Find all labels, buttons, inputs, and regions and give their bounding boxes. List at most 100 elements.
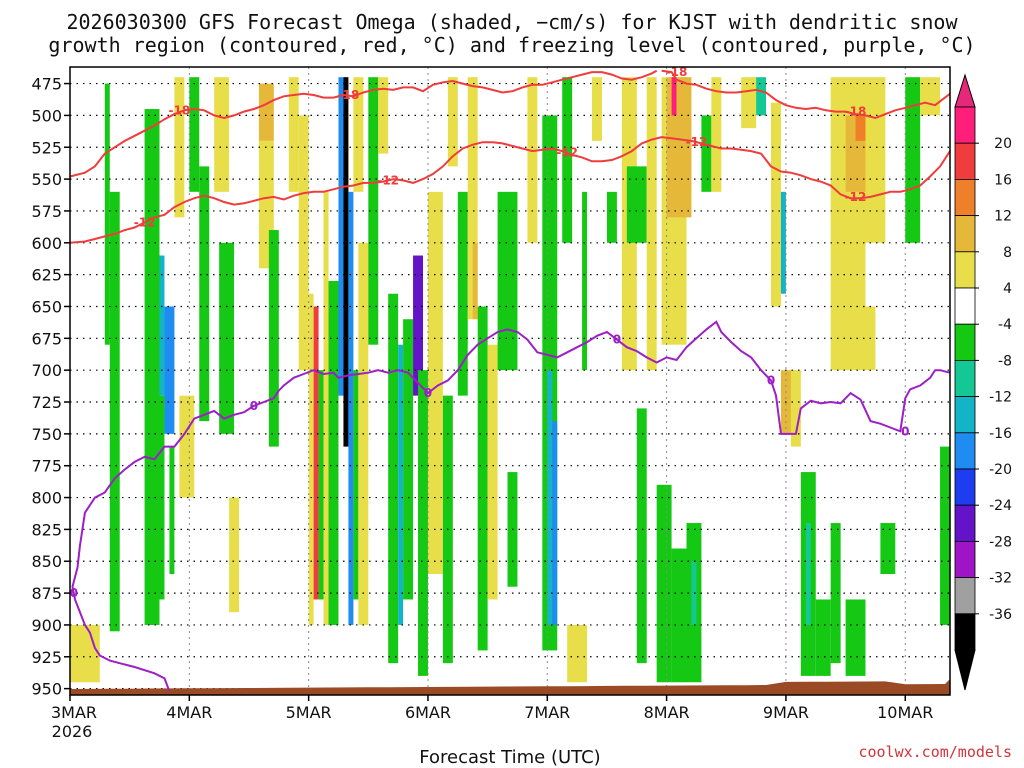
freezing-level-label: 0 — [767, 373, 775, 387]
colorbar-swatch — [954, 613, 976, 651]
omega-shade-cell — [174, 77, 185, 218]
omega-shade-cell — [527, 77, 538, 243]
x-axis-title: Forecast Time (UTC) — [419, 747, 600, 768]
colorbar-top-arrow — [954, 73, 976, 108]
colorbar-label: 4 — [1003, 281, 1012, 297]
omega-shade-cell — [845, 599, 866, 676]
dgz-contour-label: -18 — [338, 88, 360, 102]
y-tick-label: 700 — [31, 361, 62, 380]
omega-shade-cell — [268, 230, 279, 447]
omega-shade-cell — [626, 166, 647, 243]
y-axis: 475 500 525 550 575 600 625 650 675 700 725 750 775 8… — [31, 75, 70, 699]
colorbar-label: -28 — [989, 534, 1012, 550]
omega-shade-cell — [313, 306, 319, 600]
omega-shade-cell — [159, 255, 165, 396]
plot-area: -18 -18 -18 -18 -12 -12 -12 -12 -12 0 0 0 0 0 0 — [69, 65, 951, 696]
y-tick-label: 475 — [31, 75, 62, 94]
colorbar-swatch — [954, 504, 976, 542]
colorbar-bottom-arrow — [954, 649, 976, 691]
omega-shade-cell — [741, 77, 757, 129]
colorbar-label: -8 — [998, 353, 1012, 369]
colorbar-legend: 20 16 12 8 4 -4 -8 -12 -16 -20 -24 -28 -32 -36 — [954, 73, 1012, 691]
dgz-contour-label: -12 — [845, 190, 867, 204]
omega-shade-cell — [418, 370, 428, 676]
chart-title-line2: growth region (contoured, red, °C) and f… — [48, 33, 975, 57]
omega-shade-cell — [666, 77, 677, 218]
omega-shade-cell — [691, 561, 697, 625]
colorbar-swatch — [954, 541, 976, 579]
y-tick-label: 750 — [31, 425, 62, 444]
colorbar-label: -4 — [998, 317, 1012, 333]
y-tick-label: 600 — [31, 234, 62, 253]
colorbar-swatch — [954, 396, 976, 434]
omega-shade-cell — [562, 77, 573, 243]
omega-shade-cell — [676, 77, 692, 218]
omega-shade-cell — [413, 255, 423, 396]
y-tick-label: 800 — [31, 489, 62, 508]
omega-shade-cell — [671, 548, 687, 683]
omega-shade-cell — [865, 77, 886, 243]
colorbar-label: -32 — [989, 571, 1012, 587]
colorbar-label: -36 — [989, 607, 1012, 623]
omega-shade-cell — [338, 77, 344, 396]
omega-shade-cell — [353, 370, 359, 600]
colorbar-swatch — [954, 178, 976, 216]
x-tick-label: 7MAR — [524, 703, 570, 722]
omega-shade-cell — [671, 77, 677, 116]
omega-shade-cell — [467, 77, 478, 320]
dgz-contour-line — [69, 69, 658, 178]
omega-shade-cell — [656, 484, 672, 683]
colorbar-swatch — [954, 106, 976, 144]
dgz-contour-line — [69, 136, 951, 244]
y-tick-label: 625 — [31, 266, 62, 285]
omega-shade-cell — [547, 370, 553, 625]
omega-shade-cell — [780, 191, 786, 294]
x-tick-label: 4MAR — [166, 703, 212, 722]
omega-shade-cell — [323, 191, 329, 625]
freezing-level-label: 0 — [250, 399, 258, 413]
omega-shade-cell — [144, 109, 160, 625]
y-tick-label: 500 — [31, 106, 62, 125]
y-tick-label: 900 — [31, 616, 62, 635]
freezing-level-label: 0 — [901, 424, 909, 438]
colorbar-swatch — [954, 142, 976, 180]
freezing-level-line — [71, 320, 951, 692]
contour-layer: -18 -18 -18 -18 -12 -12 -12 -12 -12 0 0 0 0 0 0 — [69, 65, 951, 692]
colorbar-swatch — [954, 323, 976, 361]
omega-shade-cell — [497, 191, 518, 371]
omega-shade-cell — [805, 523, 811, 625]
colorbar-label: 12 — [994, 209, 1012, 225]
omega-shade-cell — [582, 191, 588, 371]
omega-shade-cell — [880, 523, 896, 574]
colorbar-swatch — [954, 251, 976, 289]
omega-shade-cell — [711, 77, 722, 192]
y-tick-label: 550 — [31, 170, 62, 189]
colorbar-label: 16 — [994, 172, 1012, 188]
colorbar-swatch — [954, 287, 976, 325]
omega-shade-cell — [298, 115, 309, 371]
omega-shade-cell — [398, 344, 404, 625]
omega-shade-cell — [790, 370, 801, 447]
terrain-ground-fill — [70, 679, 950, 695]
dgz-contour-label: -12 — [686, 135, 708, 149]
y-tick-label: 925 — [31, 648, 62, 667]
omega-shade-cell — [179, 395, 195, 498]
omega-shade-cell — [487, 344, 498, 600]
omega-shade-cell — [771, 102, 781, 307]
omega-shade-cell — [756, 77, 767, 116]
omega-shade-cell — [288, 77, 299, 192]
plot-frame — [69, 66, 951, 696]
omega-shade-cell — [328, 281, 339, 625]
colorbar-label: 8 — [1003, 245, 1012, 261]
dgz-contour-line — [661, 69, 951, 120]
credit-link[interactable]: coolwx.com/models — [858, 743, 1012, 761]
omega-shade-cell — [636, 408, 647, 664]
x-tick-label: 5MAR — [286, 703, 332, 722]
omega-shade-cell — [606, 191, 617, 243]
y-tick-label: 825 — [31, 520, 62, 539]
omega-shade-cell — [567, 624, 588, 683]
y-tick-label: 650 — [31, 297, 62, 316]
omega-shade-cell — [214, 77, 230, 192]
omega-shade-cell — [815, 599, 831, 676]
omega-shade-cell — [199, 166, 210, 422]
